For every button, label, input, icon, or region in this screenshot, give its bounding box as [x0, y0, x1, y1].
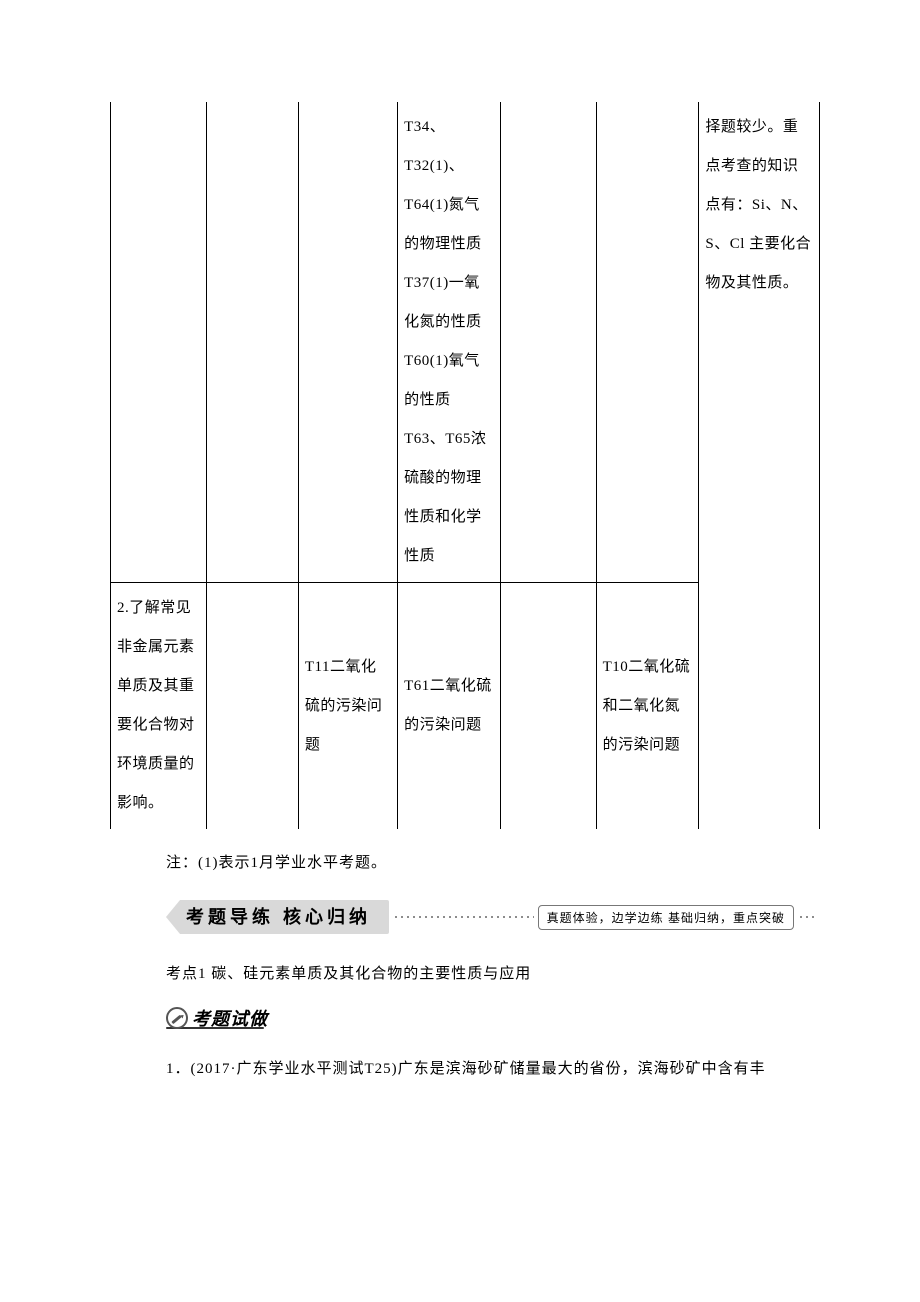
question-1: 1．(2017·广东学业水平测试T25)广东是滨海砂矿储量最大的省份，滨海砂矿中…	[166, 1055, 820, 1084]
banner-subtitle-pill: 真题体验，边学边练 基础归纳，重点突破	[538, 905, 794, 930]
cell-r1c5	[500, 102, 596, 583]
banner-left: 考题导练 核心归纳	[166, 900, 389, 934]
practice-label: 考题试做	[192, 1005, 268, 1031]
cell-r2c3: T11二氧化硫的污染问题	[298, 583, 397, 830]
cell-r1c1	[111, 102, 207, 583]
dotted-line	[393, 916, 534, 918]
cell-r1c3	[298, 102, 397, 583]
cell-r2c6: T10二氧化硫和二氧化氮的污染问题	[596, 583, 699, 830]
table-footnote: 注：(1)表示1月学业水平考题。	[166, 851, 820, 872]
cell-r1c2	[206, 102, 298, 583]
pencil-icon	[166, 1007, 188, 1029]
table-row: T34、 T32(1)、 T64(1)氮气的物理性质 T37(1)一氧化氮的性质…	[111, 102, 820, 583]
section-banner: 考题导练 核心归纳 真题体验，边学边练 基础归纳，重点突破	[166, 900, 820, 934]
dotted-line-right	[798, 916, 816, 918]
cell-r2c1: 2.了解常见非金属元素单质及其重要化合物对环境质量的影响。	[111, 583, 207, 830]
cell-r2c4: T61二氧化硫的污染问题	[398, 583, 501, 830]
exam-point-heading: 考点1 碳、硅元素单质及其化合物的主要性质与应用	[166, 962, 820, 983]
cell-r2c5	[500, 583, 596, 830]
exam-spec-table: T34、 T32(1)、 T64(1)氮气的物理性质 T37(1)一氧化氮的性质…	[110, 102, 820, 829]
banner-title: 考题导练 核心归纳	[180, 900, 389, 934]
banner-arrow-icon	[166, 900, 180, 934]
cell-r1c4: T34、 T32(1)、 T64(1)氮气的物理性质 T37(1)一氧化氮的性质…	[398, 102, 501, 583]
cell-r1c6	[596, 102, 699, 583]
cell-r1c7: 择题较少。重点考查的知识点有：Si、N、S、Cl 主要化合物及其性质。	[699, 102, 820, 829]
practice-heading: 考题试做	[166, 1005, 820, 1031]
cell-r2c2	[206, 583, 298, 830]
